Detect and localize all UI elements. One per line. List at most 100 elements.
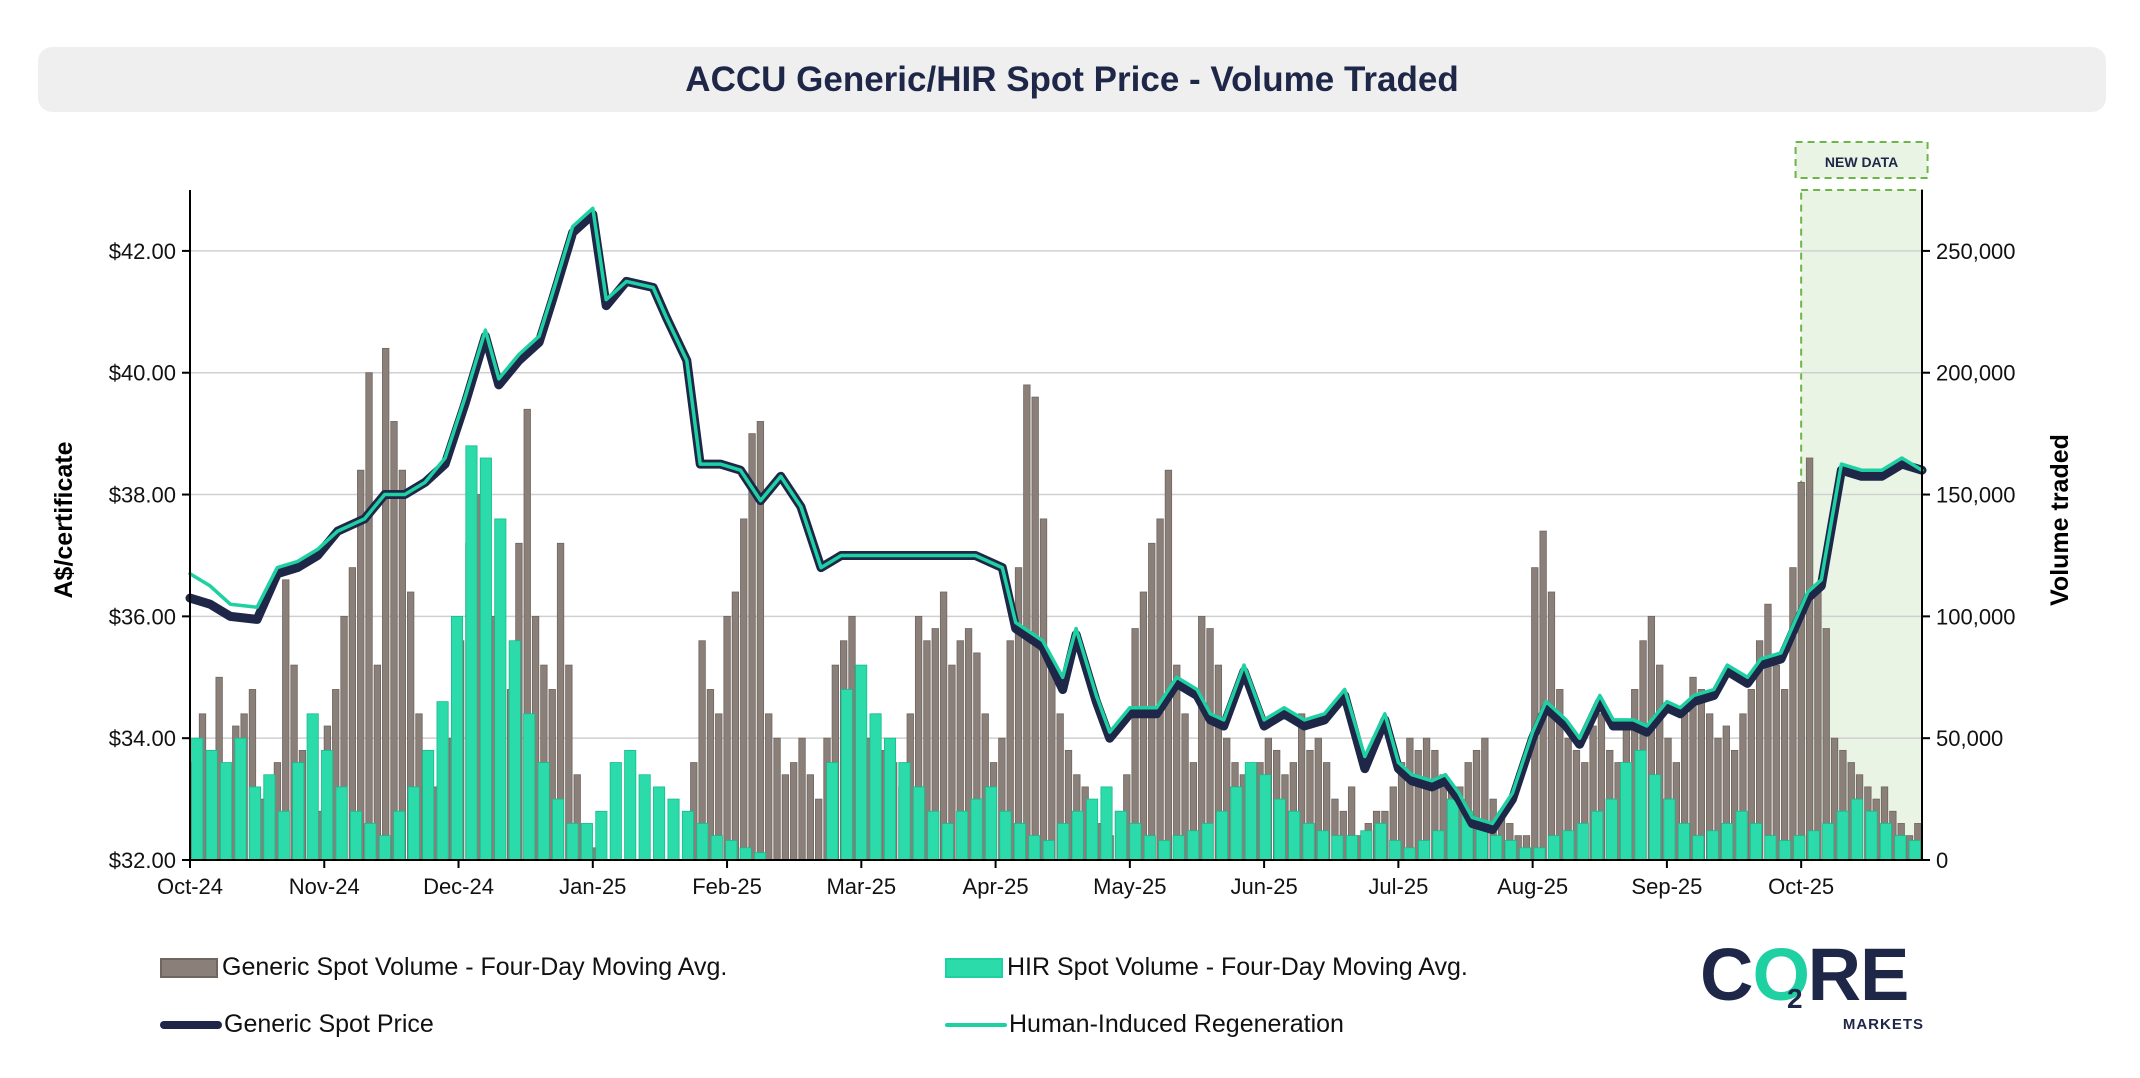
- hir-volume-bar: [1677, 823, 1690, 861]
- x-tick-label: Jul-25: [1368, 874, 1428, 899]
- hir-volume-bar: [638, 774, 651, 861]
- hir-volume-bar: [479, 457, 492, 861]
- hir-volume-bar: [220, 762, 233, 861]
- generic-volume-bar: [1814, 591, 1822, 861]
- hir-volume-bar: [552, 798, 565, 861]
- hir-volume-bar: [1316, 830, 1330, 861]
- generic-volume-bar: [1139, 591, 1148, 861]
- new-data-label-box: [1794, 141, 1929, 179]
- hir-volume-bar: [306, 713, 319, 861]
- tick-labels: $32.00 $34.00 $36.00 $38.00 $40.00 $42.00 0 50,…: [109, 239, 2016, 899]
- hir-volume-bar: [1013, 823, 1026, 861]
- generic-volume-bar: [390, 421, 398, 861]
- hir-volume-bar: [523, 713, 536, 861]
- generic-volume-bar: [357, 469, 365, 861]
- y-tick-label: $38.00: [109, 483, 176, 508]
- generic-volume-bar: [1805, 457, 1814, 861]
- generic-volume-bar: [1764, 603, 1772, 861]
- hir-volume-bar: [1490, 835, 1503, 861]
- generic-volume-bar: [1023, 384, 1031, 861]
- hir-volume-bar: [1086, 798, 1099, 861]
- legend-generic-price-swatch: [160, 1020, 222, 1029]
- hir-volume-bar: [956, 810, 969, 861]
- hir-volume-bar: [1374, 823, 1387, 861]
- x-tick-label: Feb-25: [692, 874, 762, 899]
- hir-volume-bar: [826, 762, 839, 861]
- hir-volume-bar: [393, 810, 406, 861]
- generic-volume-bar: [806, 774, 815, 861]
- hir-volume-bar: [1432, 830, 1445, 861]
- generic-volume-bars: [190, 347, 1922, 861]
- y2-tick-label: 0: [1936, 848, 1948, 873]
- legend-hir-price-label: Human-Induced Regeneration: [1009, 1010, 1344, 1038]
- hir-volume-bar: [436, 701, 449, 861]
- hir-volume-bar: [1230, 786, 1243, 861]
- hir-volume-bar: [566, 823, 579, 861]
- hir-volume-bar: [1042, 840, 1055, 861]
- legend-generic-price[interactable]: Generic Spot Price: [160, 1010, 434, 1039]
- hir-volume-bar: [378, 835, 391, 861]
- generic-volume-bar: [365, 372, 373, 861]
- generic-volume-bar: [1048, 664, 1056, 861]
- hir-volume-bar: [321, 749, 334, 861]
- logo-subscript-2: 2: [1787, 983, 1803, 1014]
- generic-volume-bar: [798, 737, 806, 861]
- hir-volume-bar: [1663, 798, 1676, 861]
- hir-volume-bar: [1764, 835, 1777, 861]
- hir-volume-bar: [1302, 823, 1315, 861]
- x-tick-label: Apr-25: [963, 874, 1029, 899]
- generic-volume-bar: [723, 615, 731, 861]
- legend-hir-price[interactable]: Human-Induced Regeneration: [945, 1010, 1344, 1039]
- legend-hir-volume-swatch: [945, 957, 1003, 978]
- x-tick-label: Sep-25: [1631, 874, 1702, 899]
- hir-volume-bar: [1158, 840, 1171, 861]
- x-tick-label: Oct-24: [157, 874, 223, 899]
- generic-volume-bar: [1797, 481, 1805, 861]
- hir-volume-bar: [1288, 810, 1301, 861]
- generic-volume-bar: [781, 774, 790, 861]
- generic-volume-bar: [1531, 567, 1539, 861]
- hir-volume-bar: [1620, 762, 1633, 861]
- chart-title-bar: ACCU Generic/HIR Spot Price - Volume Tra…: [38, 47, 2106, 112]
- new-data-label: NEW DATA: [1825, 154, 1898, 170]
- y2-tick-label: 50,000: [1936, 726, 2003, 751]
- hir-volume-bar: [508, 640, 521, 861]
- hir-volume-bar: [349, 810, 363, 861]
- hir-volume-bar: [205, 749, 218, 861]
- hir-volume-bar: [1418, 840, 1431, 861]
- legend-hir-volume[interactable]: HIR Spot Volume - Four-Day Moving Avg.: [945, 953, 1468, 982]
- generic-volume-bar: [765, 713, 773, 861]
- hir-volume-bar: [234, 737, 247, 861]
- hir-volume-bar: [1749, 823, 1763, 861]
- hir-volume-bar: [1591, 810, 1604, 861]
- legend-hir-volume-label: HIR Spot Volume - Four-Day Moving Avg.: [1007, 953, 1468, 981]
- generic-volume-bar: [1547, 591, 1556, 861]
- hir-volume-bar: [580, 823, 593, 861]
- generic-volume-bar: [790, 762, 798, 861]
- generic-volume-bar: [1039, 518, 1048, 861]
- hir-volume-bar: [624, 749, 637, 861]
- legend-generic-volume[interactable]: Generic Spot Volume - Four-Day Moving Av…: [160, 953, 727, 982]
- x-tick-label: Mar-25: [826, 874, 896, 899]
- hir-volume-bar: [912, 786, 925, 861]
- hir-volume-bar: [1721, 823, 1734, 861]
- legend-generic-volume-label: Generic Spot Volume - Four-Day Moving Av…: [222, 953, 728, 981]
- hir-volume-bar: [1576, 823, 1589, 861]
- hir-volume-bar: [1389, 840, 1402, 861]
- hir-volume-bar: [1259, 774, 1272, 861]
- hir-volume-bar: [898, 762, 911, 861]
- new-data-region: NEW DATA: [1794, 141, 1929, 861]
- hir-volume-bar: [999, 810, 1012, 861]
- hir-volume-bar: [1894, 835, 1907, 861]
- generic-volume-bar: [1789, 567, 1797, 861]
- hir-volume-bar: [1533, 847, 1546, 861]
- generic-volume-bar: [756, 421, 765, 861]
- hir-volume-bar: [1504, 840, 1517, 861]
- logo-letter-o: O: [1752, 933, 1810, 1016]
- hir-volume-bar: [1807, 830, 1820, 861]
- legend-generic-volume-swatch: [160, 957, 218, 978]
- hir-volume-bar: [335, 786, 348, 861]
- x-tick-label: Nov-24: [289, 874, 360, 899]
- hir-volume-bar: [1129, 823, 1142, 861]
- hir-volume-bar: [263, 774, 276, 861]
